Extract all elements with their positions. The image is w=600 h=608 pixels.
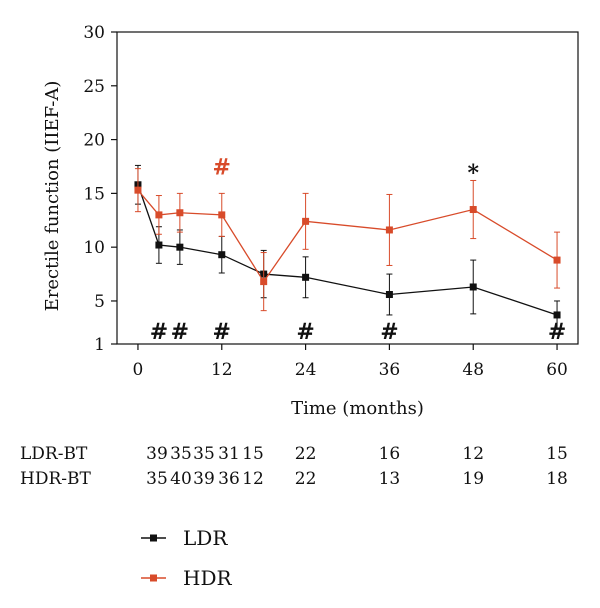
table-cell: 31 <box>218 444 240 464</box>
x-axis-title: Time (months) <box>291 398 424 419</box>
table-cell: 12 <box>242 469 264 489</box>
data-point-ldr <box>553 311 561 319</box>
table-cell: 13 <box>379 469 401 489</box>
x-tick-label: 12 <box>211 360 233 380</box>
table-cell: 22 <box>295 469 317 489</box>
y-axis-title: Erectile function (IIEF-A) <box>42 81 63 312</box>
table-cell: 36 <box>218 469 240 489</box>
legend-label-hdr: HDR <box>183 566 232 590</box>
series-line-hdr <box>137 189 558 283</box>
table-cell: 15 <box>546 444 568 464</box>
y-tick-label: 25 <box>83 77 105 97</box>
table-cell: 16 <box>379 444 401 464</box>
table-cell: 40 <box>170 469 192 489</box>
significance-hash: # <box>548 319 566 345</box>
x-tick-label: 36 <box>379 360 401 380</box>
data-point-ldr <box>218 251 226 259</box>
x-tick-label: 0 <box>133 360 144 380</box>
table-row-label: HDR-BT <box>20 469 91 489</box>
y-tick-label: 20 <box>83 131 105 151</box>
x-tick-label: 24 <box>295 360 317 380</box>
legend-label-ldr: LDR <box>183 526 228 550</box>
significance-star: * <box>467 160 479 186</box>
legend-marker-hdr <box>150 574 157 582</box>
data-point-ldr <box>155 241 163 249</box>
data-point-hdr <box>553 256 561 264</box>
table-cell: 12 <box>462 444 484 464</box>
table-cell: 39 <box>146 444 168 464</box>
significance-hash: # <box>213 319 231 345</box>
data-point-hdr <box>385 226 393 234</box>
table-row-label: LDR-BT <box>20 444 88 464</box>
table-cell: 35 <box>170 444 192 464</box>
data-point-hdr <box>302 217 310 225</box>
data-point-ldr <box>469 283 477 291</box>
plot-frame <box>116 31 579 345</box>
data-point-hdr <box>176 209 184 217</box>
table-cell: 18 <box>546 469 568 489</box>
x-tick-label: 48 <box>462 360 484 380</box>
series-ldr <box>134 164 561 330</box>
legend-marker-ldr <box>150 534 157 542</box>
data-point-ldr <box>385 291 393 299</box>
table-cell: 35 <box>146 469 168 489</box>
data-point-hdr <box>218 211 226 219</box>
table-cell: 35 <box>193 444 215 464</box>
series-line-ldr <box>137 184 558 316</box>
x-tick-label: 60 <box>546 360 568 380</box>
data-point-hdr <box>134 186 142 194</box>
significance-hash: # <box>213 154 231 180</box>
series-hdr <box>134 168 561 312</box>
y-tick-label: 1 <box>94 335 105 355</box>
table-cell: 39 <box>193 469 215 489</box>
data-point-ldr <box>302 273 310 281</box>
data-point-hdr <box>155 211 163 219</box>
significance-hash: # <box>171 319 189 345</box>
significance-hash: # <box>296 319 314 345</box>
data-point-ldr <box>176 243 184 251</box>
table-cell: 22 <box>295 444 317 464</box>
data-point-hdr <box>260 278 268 286</box>
significance-hash: # <box>380 319 398 345</box>
y-tick-label: 30 <box>83 23 105 43</box>
data-point-hdr <box>469 206 477 214</box>
y-tick-label: 5 <box>94 292 105 312</box>
y-tick-label: 10 <box>83 238 105 258</box>
table-cell: 15 <box>242 444 264 464</box>
table-cell: 19 <box>462 469 484 489</box>
significance-hash: # <box>150 319 168 345</box>
y-tick-label: 15 <box>83 184 105 204</box>
